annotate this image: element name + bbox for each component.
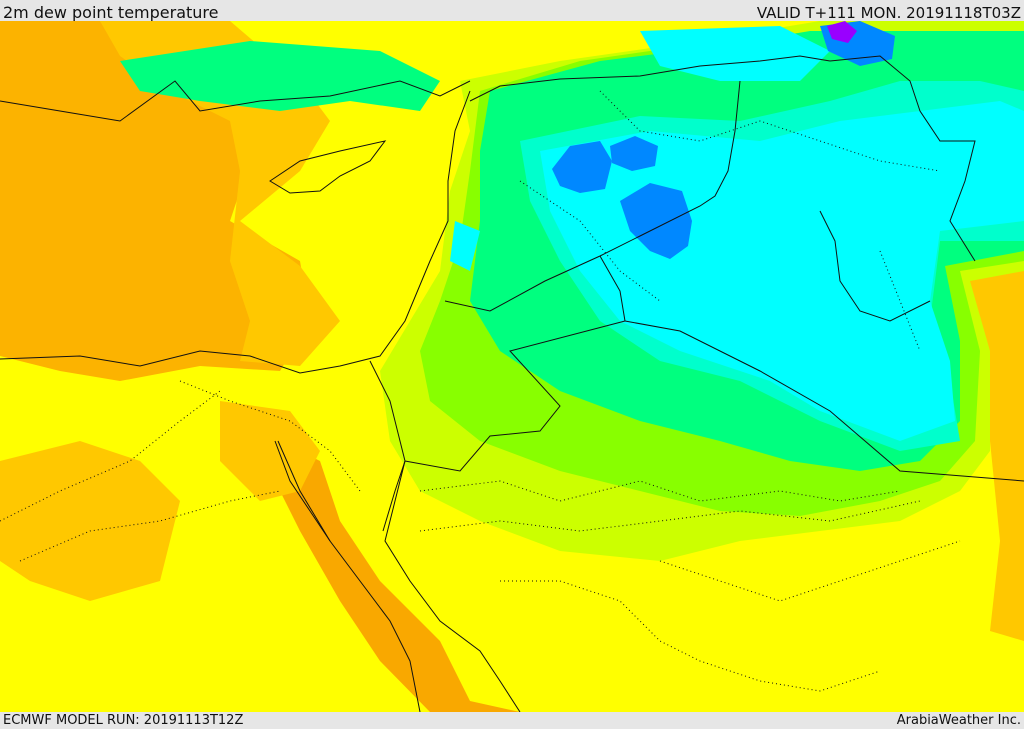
coastline-redsea-west [277, 440, 421, 712]
border-jordan-saudi [404, 320, 626, 472]
field-orange-east [960, 261, 1024, 641]
gulf-aqaba [382, 460, 406, 532]
field-blue-3 [620, 183, 692, 259]
field-orange-sinai [220, 401, 320, 501]
province-lines [0, 90, 961, 692]
valid-time: VALID T+111 MON. 20191118T03Z [756, 4, 1021, 22]
field-blue-1 [552, 141, 612, 193]
coastline-levant-egypt [0, 90, 471, 374]
border-turkey-syria [469, 55, 831, 102]
map-canvas [0, 21, 1024, 712]
field-orange-south [0, 441, 180, 601]
border-turkey-iraq-iran [829, 55, 976, 262]
coastline-anatolia [0, 80, 471, 122]
gulf-suez [274, 440, 331, 542]
field-green-north [120, 41, 440, 111]
cyprus-outline [269, 140, 387, 194]
field-cyan-north [640, 26, 830, 81]
header-bar: 2m dew point temperature VALID T+111 MON… [0, 0, 1024, 22]
country-borders [369, 55, 1024, 482]
map-title: 2m dew point temperature [3, 3, 219, 22]
model-run-label: ECMWF MODEL RUN: 20191113T12Z [3, 713, 244, 728]
coastline-redsea-east [384, 460, 521, 712]
field-blue-2 [610, 136, 658, 171]
border-israel-egypt [369, 360, 406, 462]
dew-point-map [0, 21, 1024, 712]
border-syria-iraq [599, 80, 741, 257]
credit-label: ArabiaWeather Inc. [896, 713, 1021, 728]
border-saudi-iraq [624, 320, 1024, 482]
border-syria-jordan [444, 255, 601, 312]
field-cyan-coast [450, 221, 480, 271]
border-jordan-iraq [599, 255, 626, 322]
field-violet [827, 21, 857, 43]
persian-gulf-coast [819, 210, 931, 322]
footer-bar: ECMWF MODEL RUN: 20191113T12Z ArabiaWeat… [0, 712, 1024, 729]
